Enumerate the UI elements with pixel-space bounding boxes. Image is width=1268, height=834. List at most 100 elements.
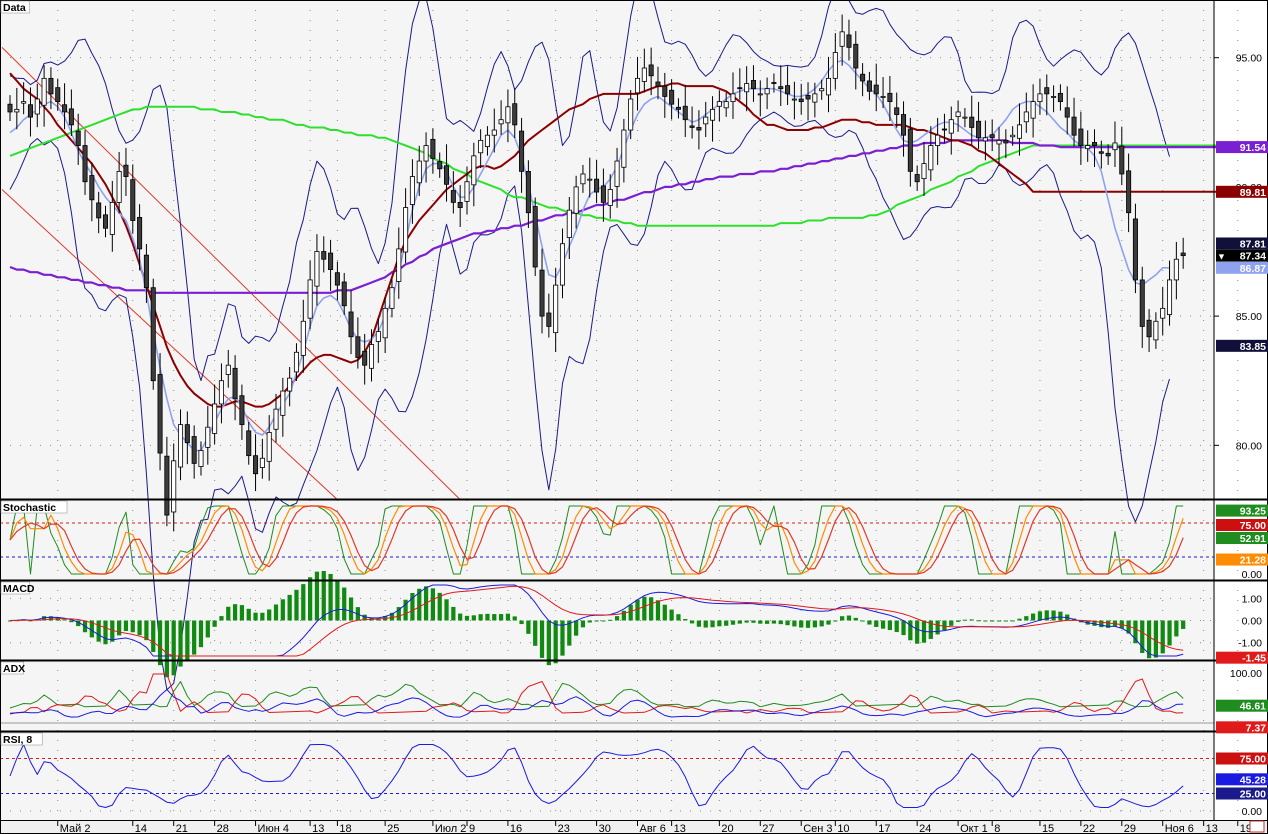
price-tick-label: 95.00 <box>1236 53 1262 65</box>
candle-body <box>1044 87 1050 95</box>
candle-body <box>14 108 20 113</box>
candle-body <box>1153 320 1159 341</box>
macd-histogram-bar <box>171 620 176 676</box>
macd-tick-label: 0.00 <box>1242 616 1263 628</box>
time-axis-label: 13 <box>312 823 324 834</box>
candle-body <box>321 251 327 260</box>
candle-body <box>887 92 893 103</box>
candle-body <box>566 209 572 238</box>
candle-body <box>423 145 429 162</box>
macd-histogram-bar <box>546 620 551 666</box>
price-tag: 91.54 <box>1240 142 1266 154</box>
candle-body <box>1167 279 1173 315</box>
candle-body <box>969 116 975 128</box>
macd-histogram-bar <box>96 620 101 642</box>
candle-body <box>791 98 797 101</box>
candle-body <box>573 186 579 214</box>
candle-body <box>819 88 825 92</box>
candle-body <box>491 129 497 136</box>
candle-body <box>607 189 613 206</box>
panel-title-box <box>0 500 68 514</box>
price-tag-marker: ▼ <box>1217 252 1226 262</box>
stoch-value-tag-bg <box>1216 553 1268 566</box>
candle-body <box>928 145 934 171</box>
rsi-tick-label: 0.00 <box>1242 806 1263 818</box>
macd-histogram-bar <box>314 571 320 621</box>
candle-body <box>1085 145 1091 150</box>
candle-body <box>519 130 525 172</box>
macd-histogram-bar <box>260 612 265 621</box>
macd-histogram-bar <box>887 620 892 631</box>
candle-body <box>641 67 647 82</box>
macd-histogram-bar <box>62 619 67 621</box>
macd-histogram-bar <box>962 619 968 621</box>
candle-body <box>853 43 859 69</box>
rsi-value-tag-bg <box>1216 787 1268 800</box>
macd-histogram-bar <box>130 620 135 633</box>
rsi-value-tag: 75.00 <box>1240 754 1266 766</box>
candle-body <box>921 163 927 180</box>
candle-body <box>212 403 218 434</box>
macd-histogram-bar <box>792 620 797 627</box>
time-axis-label: 9 <box>469 823 475 834</box>
candle-body <box>669 89 675 105</box>
time-axis-label: Окт 1 <box>960 823 988 834</box>
macd-histogram-bar <box>928 620 933 639</box>
macd-histogram-bar <box>1010 620 1015 622</box>
ma-green-line <box>9 105 1225 227</box>
macd-histogram-bar <box>519 620 524 625</box>
macd-histogram-bar <box>867 620 872 625</box>
panel-background-data <box>1 0 1267 499</box>
candle-body <box>109 201 115 235</box>
rsi-value-tag-bg <box>1216 752 1268 765</box>
candle-body <box>846 34 852 48</box>
macd-histogram-bar <box>1181 620 1186 629</box>
candle-body <box>839 31 845 47</box>
price-tag-bg <box>1216 237 1268 250</box>
time-axis-label: 28 <box>217 823 229 834</box>
adx-minus-di-line <box>9 673 1184 715</box>
candle-body <box>1132 218 1138 281</box>
macd-histogram-bar <box>908 620 913 641</box>
candle-body <box>21 101 27 104</box>
candle-body <box>293 351 299 373</box>
candle-body <box>334 272 340 286</box>
macd-histogram-bar <box>430 588 436 621</box>
candle-body <box>655 81 661 87</box>
stoch-value-tag: 21.28 <box>1240 555 1266 567</box>
panel-background-stoch <box>1 500 1267 580</box>
candle-body <box>587 178 593 181</box>
macd-histogram-bar <box>164 620 169 678</box>
candle-body <box>184 424 190 444</box>
macd-histogram-bar <box>471 615 476 621</box>
macd-histogram-bar <box>703 620 708 628</box>
candle-body <box>62 104 68 113</box>
candle-body <box>941 128 947 131</box>
macd-histogram-bar <box>1051 610 1056 621</box>
macd-histogram-bar <box>226 606 231 621</box>
candle-body <box>662 85 668 97</box>
candle-body <box>880 96 886 98</box>
time-axis-label: 8 <box>994 823 1000 834</box>
macd-histogram-bar <box>1106 620 1111 628</box>
time-axis-label: 13 <box>1206 823 1218 834</box>
macd-histogram-bar <box>1140 620 1145 653</box>
adx-value-tag: 46.61 <box>1240 701 1266 713</box>
price-tag-bg <box>1216 141 1268 154</box>
panel-title-box <box>0 732 43 746</box>
candle-body <box>328 252 334 270</box>
time-axis-label: 21 <box>176 823 188 834</box>
macd-value-tag-bg <box>1216 651 1268 664</box>
panel-title-box <box>0 661 24 675</box>
candle-body <box>989 134 995 139</box>
macd-histogram-bar <box>655 600 661 621</box>
macd-histogram-bar <box>560 620 565 656</box>
candle-body <box>1078 128 1084 146</box>
macd-histogram-bar <box>1133 620 1138 644</box>
candle-body <box>96 202 102 219</box>
candle-body <box>1180 252 1186 257</box>
candle-body <box>1064 107 1070 118</box>
macd-value-tag: -1.45 <box>1242 653 1266 665</box>
macd-histogram-bar <box>328 573 333 621</box>
panel-title-rsi: RSI, 8 <box>3 734 32 746</box>
